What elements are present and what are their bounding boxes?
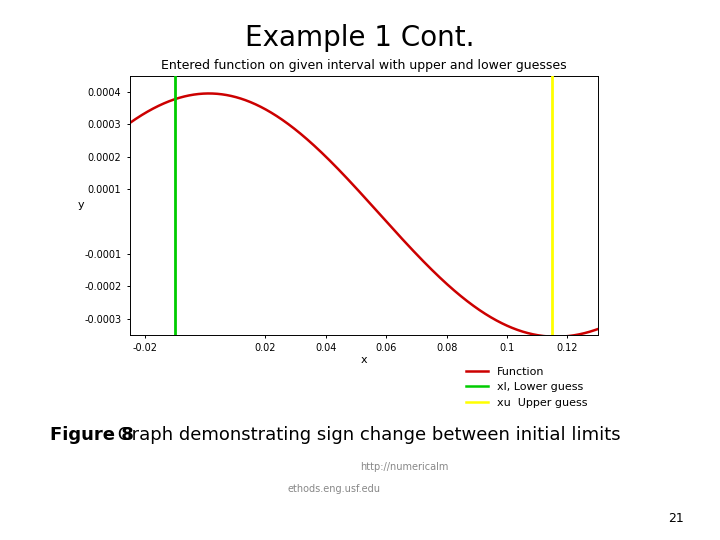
Text: Example 1 Cont.: Example 1 Cont.: [246, 24, 474, 52]
Text: Figure 8: Figure 8: [50, 426, 134, 444]
Title: Entered function on given interval with upper and lower guesses: Entered function on given interval with …: [161, 59, 567, 72]
Text: http://numericalm: http://numericalm: [360, 462, 449, 472]
X-axis label: x: x: [360, 355, 367, 365]
Text: ethods.eng.usf.edu: ethods.eng.usf.edu: [288, 484, 381, 494]
Legend: Function, xl, Lower guess, xu  Upper guess: Function, xl, Lower guess, xu Upper gues…: [462, 362, 592, 412]
Text: 21: 21: [668, 512, 684, 525]
Y-axis label: y: y: [78, 200, 84, 210]
Text: Graph demonstrating sign change between initial limits: Graph demonstrating sign change between …: [112, 426, 620, 444]
